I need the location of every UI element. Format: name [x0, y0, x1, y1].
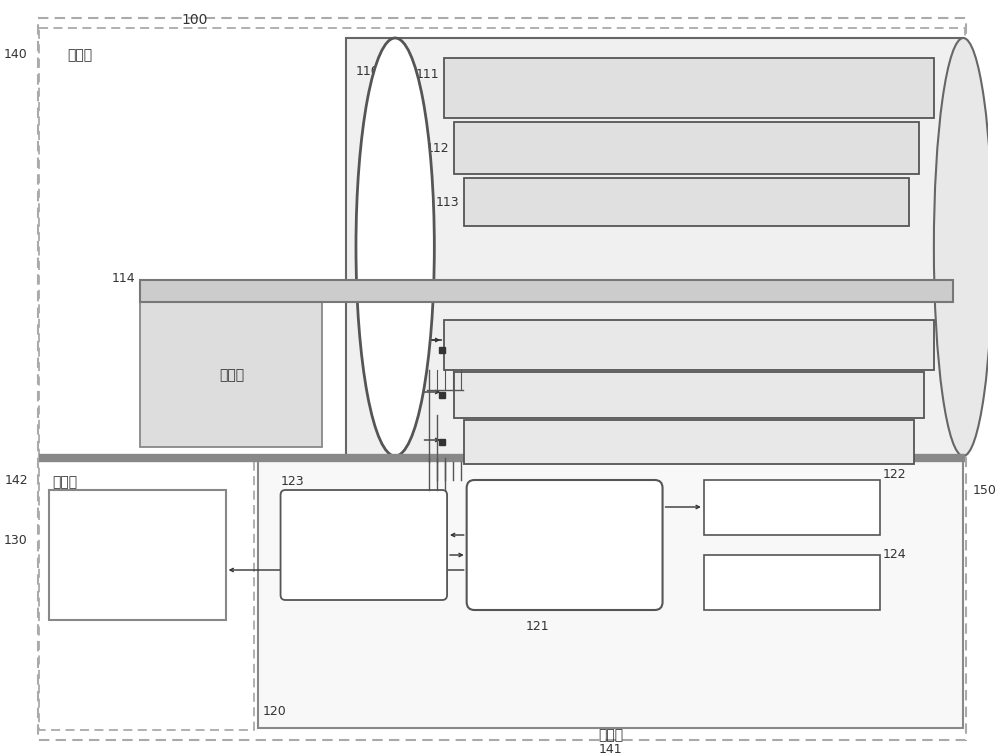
Text: 112: 112	[425, 141, 449, 154]
Text: 设备室: 设备室	[598, 728, 623, 742]
Text: 用户计算
机系统: 用户计算 机系统	[121, 540, 154, 570]
Text: 111: 111	[416, 69, 439, 82]
Bar	[258, 460, 963, 728]
Text: 扫描室: 扫描室	[52, 475, 77, 489]
Text: 150: 150	[973, 484, 997, 497]
Text: 主磁体: 主磁体	[676, 435, 702, 449]
Text: 130: 130	[4, 534, 28, 547]
Bar	[140, 280, 953, 302]
Text: 射频线圈: 射频线圈	[669, 195, 703, 209]
Text: 114: 114	[112, 271, 136, 284]
Bar	[346, 38, 963, 456]
Text: 110: 110	[356, 65, 380, 78]
Text: 梯度线圈: 梯度线圈	[669, 141, 703, 155]
Bar	[704, 555, 880, 610]
Text: 屏蔽室: 屏蔽室	[67, 48, 92, 62]
Bar	[444, 58, 934, 118]
Bar	[39, 460, 254, 730]
Bar	[454, 122, 919, 174]
Bar	[454, 372, 924, 418]
Bar	[464, 178, 909, 226]
Text: 梯度线圈: 梯度线圈	[672, 388, 706, 402]
Ellipse shape	[356, 38, 434, 456]
Text: 稳压电源: 稳压电源	[775, 575, 809, 589]
Bar	[444, 320, 934, 370]
Text: 射频功放: 射频功放	[775, 500, 809, 514]
FancyBboxPatch shape	[281, 490, 447, 600]
Ellipse shape	[934, 38, 993, 456]
Text: 141: 141	[599, 743, 622, 756]
Text: 113: 113	[435, 196, 459, 209]
Bar	[464, 420, 914, 464]
FancyBboxPatch shape	[467, 480, 663, 610]
Text: 主磁体: 主磁体	[676, 81, 702, 95]
Bar	[140, 302, 322, 447]
Text: 142: 142	[4, 473, 28, 487]
Text: 梯度功放: 梯度功放	[347, 538, 381, 552]
Text: 谱仳: 谱仳	[555, 538, 574, 553]
Text: 100: 100	[181, 13, 208, 27]
Bar	[49, 490, 226, 620]
Bar	[704, 480, 880, 535]
Text: 120: 120	[263, 705, 287, 718]
Text: 124: 124	[883, 549, 907, 562]
Text: 射频线圈: 射频线圈	[672, 338, 706, 352]
Text: 122: 122	[883, 469, 907, 482]
Text: 123: 123	[281, 475, 304, 488]
Text: 140: 140	[4, 48, 28, 61]
Text: 棃查床: 棃查床	[219, 368, 244, 382]
Text: 121: 121	[525, 620, 549, 633]
Bar	[39, 28, 965, 458]
